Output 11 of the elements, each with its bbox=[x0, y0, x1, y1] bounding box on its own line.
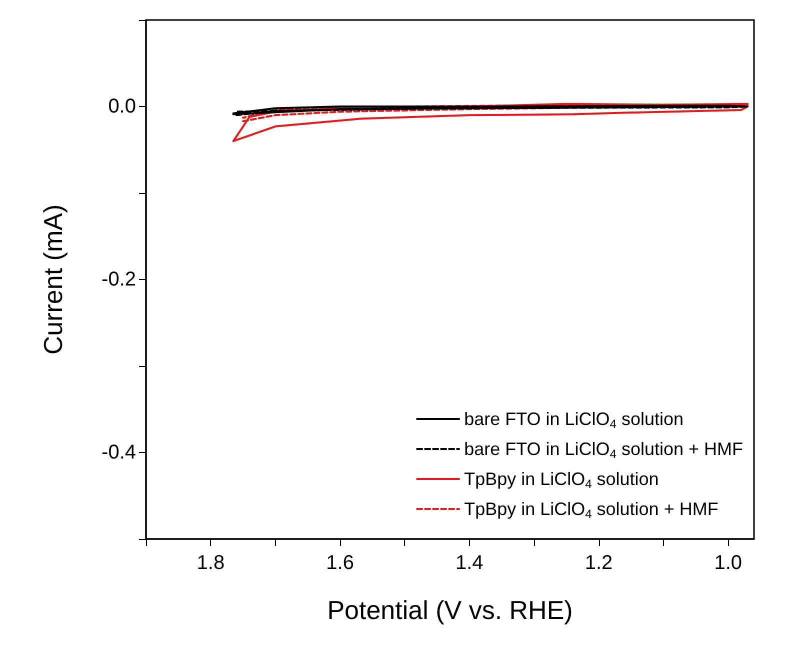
y-tick-label: -0.4 bbox=[102, 442, 136, 464]
x-tick-label: 1.6 bbox=[326, 552, 354, 574]
x-tick-label: 1.2 bbox=[584, 552, 613, 574]
x-tick-label: 1.4 bbox=[456, 552, 484, 574]
y-tick-label: 0.0 bbox=[108, 96, 136, 118]
x-tick-label: 1.8 bbox=[196, 552, 225, 574]
line-series bbox=[232, 104, 749, 116]
y-tick-label: -0.2 bbox=[102, 268, 136, 290]
y-axis-title: Current (mA) bbox=[38, 204, 68, 355]
x-axis-title: Potential (V vs. RHE) bbox=[327, 595, 573, 625]
x-tick-label: 1.0 bbox=[714, 552, 742, 574]
